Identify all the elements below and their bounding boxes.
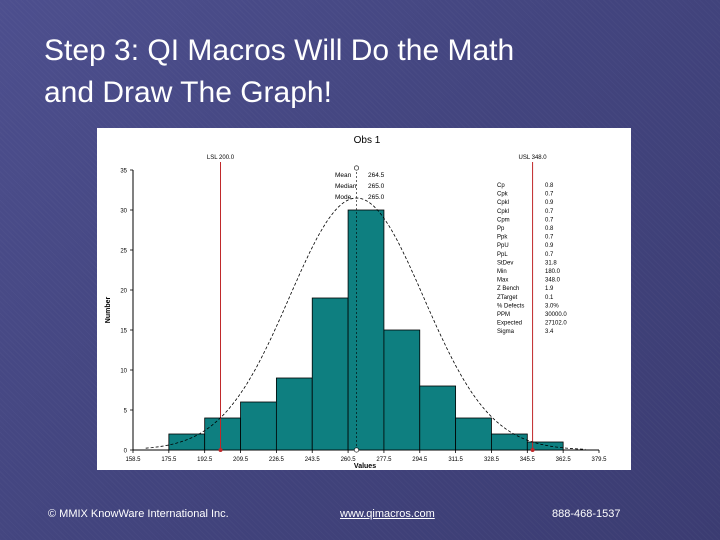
histogram-chart: Obs 1 Values Number 0 5 10 15 20 25 30 35 158.5 1… (97, 128, 631, 470)
capability-stat-label: Pp (497, 226, 505, 232)
capability-stat-value: 3.4 (545, 329, 554, 335)
histogram-bar (240, 401, 277, 451)
capability-stat-label: PpU (497, 243, 509, 249)
usl-marker (530, 448, 535, 452)
histogram-bar (347, 209, 385, 451)
capability-stat-value: 31.8 (545, 260, 557, 266)
x-tick-label: 345.5 (520, 457, 536, 463)
x-tick-label: 209.5 (233, 457, 249, 463)
capability-stat-label: Cpk (497, 192, 509, 198)
x-tick-label: 158.5 (125, 457, 141, 463)
histogram-svg: Obs 1 Values Number 0 5 10 15 20 25 30 35 158.5 1… (105, 135, 607, 470)
capability-stat-value: 0.7 (545, 235, 554, 241)
lsl-marker (218, 448, 223, 452)
capability-stat-value: 0.7 (545, 209, 554, 215)
center-stat-value: 265.0 (368, 194, 385, 201)
capability-stat-label: Cpkl (497, 200, 509, 206)
mean-marker-top (354, 165, 360, 171)
capability-stat-label: PpL (497, 252, 508, 258)
capability-stat-value: 3.0% (545, 303, 559, 309)
capability-stat-label: Expected (497, 321, 522, 327)
x-tick-label: 294.5 (412, 457, 428, 463)
capability-stat-value: 0.1 (545, 295, 554, 301)
histogram-bar (419, 385, 457, 451)
capability-stat-value: 0.9 (545, 243, 554, 249)
capability-stat-value: 0.8 (545, 226, 554, 232)
y-tick-label: 30 (120, 209, 127, 215)
x-tick-label: 260.5 (341, 457, 357, 463)
y-axis-label: Number (105, 297, 112, 324)
y-tick-label: 5 (124, 409, 128, 415)
capability-stat-value: 0.7 (545, 192, 554, 198)
capability-stat-label: Min (497, 269, 507, 275)
center-stat-value: 264.5 (368, 172, 385, 179)
y-tick-label: 20 (120, 289, 127, 295)
capability-stat-label: Cpkl (497, 209, 509, 215)
histogram-bar (204, 417, 241, 451)
capability-stat-value: 0.7 (545, 252, 554, 258)
capability-stat-value: 0.8 (545, 183, 554, 189)
histogram-bar (275, 377, 313, 451)
slide-title-line-2: and Draw The Graph! (44, 76, 332, 109)
x-axis-label: Values (354, 463, 376, 470)
capability-stat-value: 348.0 (545, 278, 561, 284)
footer-website-link[interactable]: www.qimacros.com (340, 508, 435, 520)
y-tick-label: 10 (120, 369, 127, 375)
y-tick-label: 25 (120, 249, 127, 255)
histogram-bar (311, 297, 349, 451)
x-tick-label: 362.5 (556, 457, 572, 463)
capability-stat-value: 180.0 (545, 269, 561, 275)
x-tick-label: 243.5 (305, 457, 321, 463)
capability-stat-label: StDev (497, 260, 513, 266)
capability-stat-value: 0.7 (545, 217, 554, 223)
capability-stat-label: PPM (497, 312, 510, 318)
x-tick-label: 379.5 (591, 457, 607, 463)
center-stat-label: Mode (335, 194, 352, 201)
x-tick-label: 277.5 (376, 457, 392, 463)
center-stat-label: Median (335, 183, 357, 190)
x-tick-label: 328.5 (484, 457, 500, 463)
y-tick-label: 0 (124, 449, 128, 455)
x-tick-label: 192.5 (197, 457, 213, 463)
capability-stat-value: 30000.0 (545, 312, 567, 318)
capability-stat-label: Z Bench (497, 286, 519, 292)
capability-stat-value: 27102.0 (545, 321, 567, 327)
x-tick-label: 226.5 (269, 457, 285, 463)
capability-stat-value: 0.9 (545, 200, 554, 206)
footer-phone: 888-468-1537 (552, 508, 621, 520)
capability-stat-label: Cpm (497, 217, 510, 223)
histogram-bar (383, 329, 421, 451)
slide-title: Step 3: QI Macros Will Do the Math and D… (44, 30, 684, 114)
y-tick-label: 35 (120, 169, 127, 175)
x-tick-label: 311.5 (448, 457, 463, 463)
capability-stat-label: Cp (497, 183, 505, 189)
chart-title: Obs 1 (354, 135, 381, 146)
lsl-label: LSL 200.0 (207, 155, 235, 161)
footer-copyright: © MMIX KnowWare International Inc. (48, 508, 229, 520)
capability-stat-label: ZTarget (497, 295, 518, 301)
histogram-bar (491, 433, 528, 451)
capability-stat-label: Sigma (497, 329, 515, 335)
center-stat-value: 265.0 (368, 183, 385, 190)
histogram-bar (168, 433, 206, 451)
capability-stat-label: % Defects (497, 303, 524, 309)
slide-title-line-1: Step 3: QI Macros Will Do the Math (44, 34, 515, 67)
histogram-bar (455, 417, 492, 451)
normal-curve (145, 197, 586, 450)
capability-stat-label: Max (497, 278, 508, 284)
capability-stat-value: 1.9 (545, 286, 554, 292)
mean-marker-bottom (354, 447, 360, 453)
center-stat-label: Mean (335, 172, 352, 179)
usl-label: USL 348.0 (519, 155, 548, 161)
y-tick-label: 15 (120, 329, 127, 335)
x-tick-label: 175.5 (161, 457, 177, 463)
histogram-bar (526, 441, 564, 451)
capability-stat-label: Ppk (497, 235, 508, 241)
